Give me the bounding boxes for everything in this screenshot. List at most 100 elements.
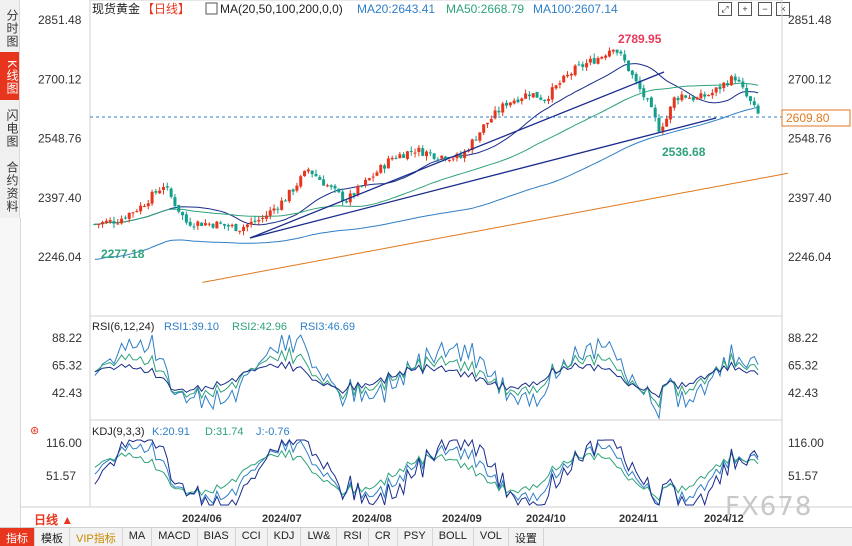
candle-body — [661, 126, 665, 131]
candle-body — [501, 103, 505, 113]
chart-svg[interactable]: 2851.48 2851.48 2700.12 2700.12 2548.76 2548.… — [0, 0, 852, 527]
main-right-tick: 2246.04 — [788, 250, 832, 264]
ma50-line — [94, 82, 759, 225]
x-tick: 2024/10 — [526, 513, 566, 525]
kdj-settings-icon[interactable]: ⊛ — [30, 425, 39, 437]
toolbar-item-7[interactable]: KDJ — [268, 528, 302, 546]
current-price-value: 2609.80 — [786, 111, 830, 125]
candle-body — [356, 185, 360, 196]
candle-body — [653, 107, 657, 118]
candle-body — [101, 222, 105, 225]
candle-body — [344, 201, 348, 203]
candle-body — [707, 95, 711, 97]
candle-body — [451, 158, 455, 160]
candle-body — [371, 176, 375, 178]
toolbar-item-2[interactable]: VIP指标 — [70, 528, 123, 546]
candle-body — [745, 88, 749, 97]
candle-body — [291, 189, 295, 192]
rsi-label: RSI(6,12,24) — [92, 321, 154, 333]
candle-body — [230, 224, 234, 227]
tab-label: 合约资料 — [5, 161, 19, 213]
rsi1-value: RSI1:39.10 — [164, 321, 219, 333]
candle-body — [611, 49, 615, 52]
candle-body — [192, 226, 196, 228]
candle-body — [409, 150, 413, 152]
toolbar-item-8[interactable]: LW& — [301, 528, 338, 546]
candle-body — [165, 186, 169, 188]
candle-body — [383, 165, 387, 169]
toolbar-item-12[interactable]: BOLL — [433, 528, 474, 546]
candle-body — [703, 94, 707, 97]
indicator-toolbar: 指标 模板 VIP指标 MA MACD BIAS CCI KDJ LW& RSI CR PSY BOLL… — [0, 527, 852, 546]
toolbar-item-1[interactable]: 模板 — [35, 528, 70, 546]
toolbar-item-6[interactable]: CCI — [236, 528, 268, 546]
period-selector[interactable]: 日线 ▲ — [20, 508, 90, 527]
expand-icon[interactable]: + — [738, 2, 752, 16]
candle-body — [436, 159, 440, 161]
ma-settings-icon[interactable] — [205, 2, 218, 15]
toolbar-item-4[interactable]: MACD — [152, 528, 198, 546]
candle-body — [303, 170, 307, 177]
toolbar-item-13[interactable]: VOL — [474, 528, 509, 546]
candle-body — [329, 185, 333, 187]
candle-body — [238, 230, 242, 232]
tab-kline-chart[interactable]: K线图 — [0, 52, 20, 100]
candle-body — [325, 185, 329, 187]
ma100-line — [94, 106, 759, 260]
x-tick: 2024/11 — [619, 513, 658, 525]
candle-body — [390, 157, 394, 160]
candle-body — [512, 100, 516, 104]
candle-body — [726, 83, 730, 86]
trendline-upper — [249, 71, 665, 239]
candle-body — [710, 92, 714, 96]
candle-body — [585, 63, 589, 68]
toolbar-item-5[interactable]: BIAS — [198, 528, 236, 546]
close-icon[interactable]: × — [776, 2, 790, 16]
candle-body — [478, 132, 482, 141]
candle-body — [295, 185, 299, 191]
rsi3-value: RSI3:46.69 — [300, 321, 355, 333]
toolbar-item-10[interactable]: CR — [369, 528, 398, 546]
kdj-right-tick: 51.57 — [788, 469, 818, 483]
candle-body — [444, 156, 448, 160]
candle-body — [379, 165, 383, 173]
candle-body — [207, 223, 211, 225]
main-right-tick: 2548.76 — [788, 132, 832, 146]
toolbar-item-0[interactable]: 指标 — [0, 528, 35, 546]
tab-lightning-chart[interactable]: 闪电图 — [0, 100, 20, 152]
candle-body — [150, 191, 154, 204]
toolbar-item-9[interactable]: RSI — [337, 528, 369, 546]
collapse-icon[interactable]: − — [758, 2, 772, 16]
tab-label: 分时图 — [5, 8, 19, 48]
candle-body — [562, 75, 566, 83]
tab-contract-info[interactable]: 合约资料 — [0, 152, 20, 218]
kdj-j-value: J:-0.76 — [256, 426, 290, 438]
toolbar-item-14[interactable]: 设置 — [509, 528, 544, 546]
candle-body — [280, 200, 284, 210]
x-tick: 2024/09 — [442, 513, 482, 525]
candle-body — [550, 87, 554, 100]
candle-body — [264, 215, 268, 219]
candle-body — [162, 186, 166, 190]
candle-body — [425, 151, 428, 157]
rsi-right-tick: 88.22 — [788, 331, 818, 345]
kdj-d-value: D:31.74 — [205, 426, 244, 438]
fullscreen-icon[interactable]: ⤢ — [718, 2, 732, 16]
candle-body — [135, 211, 139, 213]
tab-time-chart[interactable]: 分时图 — [0, 0, 20, 52]
candle-body — [123, 217, 127, 219]
main-left-tick: 2397.40 — [38, 191, 82, 205]
toolbar-item-11[interactable]: PSY — [398, 528, 433, 546]
candle-body — [680, 94, 684, 101]
x-tick: 2024/07 — [262, 513, 302, 525]
candle-body — [352, 193, 356, 196]
candle-body — [733, 76, 737, 81]
ma20-value: MA20:2643.41 — [357, 2, 435, 16]
candle-body — [272, 208, 276, 211]
toolbar-item-3[interactable]: MA — [123, 528, 153, 546]
candle-body — [520, 98, 524, 102]
candle-body — [364, 179, 368, 186]
rsi-line-3 — [94, 360, 759, 399]
candle-body — [203, 223, 207, 226]
